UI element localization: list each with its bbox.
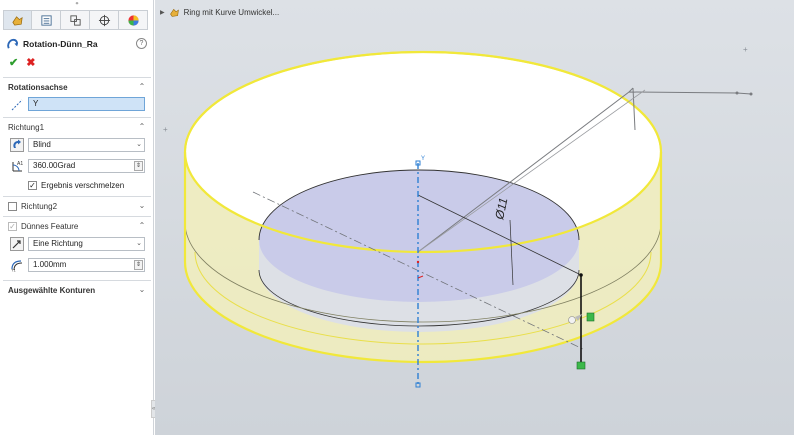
configuration-manager-icon bbox=[69, 14, 81, 26]
revolve-thin-icon bbox=[7, 38, 19, 49]
thin-type-value: Eine Richtung bbox=[33, 239, 83, 248]
dimxpert-icon bbox=[98, 14, 110, 26]
part-icon bbox=[169, 8, 179, 17]
section-direction1-title[interactable]: Richtung1 bbox=[8, 123, 45, 132]
sketch-curve bbox=[417, 91, 752, 253]
ok-check-icon[interactable]: ✔ bbox=[9, 57, 19, 69]
expand-triangle-icon[interactable]: ▶ bbox=[160, 10, 165, 16]
chevron-down-icon: ⌄ bbox=[136, 141, 142, 148]
tab-configuration-manager[interactable] bbox=[61, 10, 90, 30]
expand-direction2-icon[interactable]: ⌄ bbox=[138, 201, 146, 210]
tab-property-manager[interactable] bbox=[32, 10, 61, 30]
angle-value: 360.00Grad bbox=[33, 161, 76, 170]
property-manager-icon bbox=[40, 14, 52, 26]
divider bbox=[3, 196, 151, 197]
svg-text:Y: Y bbox=[421, 156, 425, 162]
spin-arrows-icon[interactable]: ⇕ bbox=[134, 260, 143, 270]
axis-icon bbox=[9, 97, 24, 112]
feature-header: Rotation-Dünn_Ra ? bbox=[6, 37, 151, 51]
thickness-value: 1.000mm bbox=[33, 260, 67, 269]
mouse-cursor-icon bbox=[568, 314, 582, 324]
thin-feature-checkbox[interactable]: ✓ bbox=[8, 222, 17, 231]
section-direction2-title[interactable]: Richtung2 bbox=[21, 202, 58, 211]
spin-arrows-icon[interactable]: ⇕ bbox=[134, 161, 143, 171]
merge-result-label: Ergebnis verschmelzen bbox=[41, 181, 125, 190]
chevron-down-icon: ⌄ bbox=[136, 240, 142, 247]
model-scene: + + Ø11 bbox=[163, 45, 753, 388]
tab-display-manager[interactable] bbox=[119, 10, 148, 30]
collapse-thin-icon[interactable]: ⌃ bbox=[138, 221, 146, 230]
expand-contours-icon[interactable]: ⌄ bbox=[138, 285, 146, 294]
panel-grip-icon[interactable]: ⦁ bbox=[75, 1, 79, 7]
thickness-input[interactable]: 1.000mm ⇕ bbox=[28, 258, 145, 272]
feature-title: Rotation-Dünn_Ra bbox=[23, 39, 98, 49]
confirm-row: ✔ ✖ bbox=[9, 56, 35, 69]
graphics-viewport[interactable]: ▶ Ring mit Kurve Umwickel... + + bbox=[155, 0, 794, 435]
svg-text:A1: A1 bbox=[17, 161, 23, 167]
reverse-direction-icon[interactable] bbox=[9, 137, 24, 152]
feature-manager-icon bbox=[12, 15, 23, 26]
svg-text:+: + bbox=[163, 125, 168, 134]
direction1-type-select[interactable]: Blind ⌄ bbox=[28, 138, 145, 152]
svg-text:+: + bbox=[743, 45, 748, 54]
merge-result-checkbox[interactable]: ✓ bbox=[28, 181, 37, 190]
thin-reverse-icon[interactable] bbox=[9, 236, 24, 251]
display-manager-icon bbox=[127, 14, 139, 26]
cancel-x-icon[interactable]: ✖ bbox=[26, 57, 36, 69]
section-thin-title[interactable]: Dünnes Feature bbox=[21, 222, 79, 231]
tab-feature-manager[interactable] bbox=[3, 10, 32, 30]
divider bbox=[3, 117, 151, 118]
ring-inner-wall bbox=[259, 170, 579, 310]
tree-item-label: Ring mit Kurve Umwickel... bbox=[183, 8, 280, 17]
ring-outer-bottom-edge bbox=[183, 261, 663, 364]
section-contours-title[interactable]: Ausgewählte Konturen bbox=[8, 286, 96, 295]
thickness-icon: T1 bbox=[9, 257, 24, 272]
angle-icon: A1 bbox=[9, 158, 24, 173]
collapse-direction1-icon[interactable]: ⌃ bbox=[138, 122, 146, 131]
direction1-type-value: Blind bbox=[33, 140, 51, 149]
section-axis-title[interactable]: Rotationsachse bbox=[8, 83, 68, 92]
collapse-axis-icon[interactable]: ⌃ bbox=[138, 82, 146, 91]
diameter-dimension[interactable]: Ø11 bbox=[492, 196, 510, 221]
tab-dimxpert[interactable] bbox=[90, 10, 119, 30]
flyout-feature-tree[interactable]: ▶ Ring mit Kurve Umwickel... bbox=[160, 7, 279, 18]
svg-text:T1: T1 bbox=[11, 267, 16, 272]
divider bbox=[3, 280, 151, 281]
direction2-checkbox[interactable] bbox=[8, 202, 17, 211]
manager-tab-bar bbox=[3, 10, 151, 30]
thin-type-select[interactable]: Eine Richtung ⌄ bbox=[28, 237, 145, 251]
axis-selection-field[interactable]: Y bbox=[28, 97, 145, 111]
property-manager-panel: ⦁ Rotation-Dünn_Ra ? ✔ ✖ Rotationsachse … bbox=[0, 0, 156, 435]
divider bbox=[3, 77, 151, 78]
angle-input[interactable]: 360.00Grad ⇕ bbox=[28, 159, 145, 173]
divider bbox=[3, 216, 151, 217]
help-icon[interactable]: ? bbox=[136, 38, 147, 49]
